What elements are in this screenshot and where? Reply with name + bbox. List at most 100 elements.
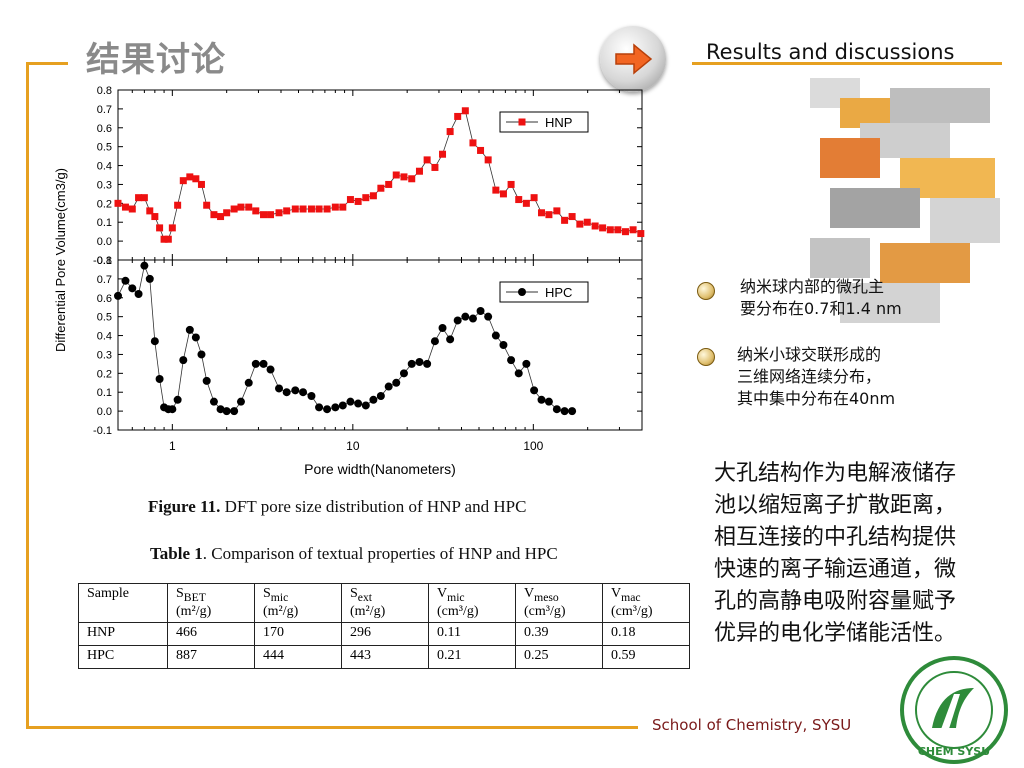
- data-point: [346, 397, 355, 406]
- data-point: [121, 203, 129, 211]
- table-cell: 887: [167, 644, 255, 669]
- figure-caption: Figure 11. DFT pore size distribution of…: [148, 497, 526, 517]
- header-sub: mic: [270, 590, 289, 604]
- header-label: V: [437, 586, 448, 601]
- table-cell: HNP: [78, 621, 168, 646]
- data-point: [561, 216, 569, 224]
- data-point: [392, 171, 400, 179]
- y-tick-label: -0.1: [93, 255, 112, 267]
- y-tick-label: 0.4: [97, 161, 112, 173]
- table-header-row: Sample SBET (m²/g) Smic (m²/g) Sext (m²/g) …: [78, 583, 690, 623]
- data-point: [145, 274, 154, 283]
- plot-frame: [117, 259, 643, 431]
- y-tick-label: 0.7: [97, 104, 112, 116]
- data-point: [369, 395, 378, 404]
- header-cell: Sample: [78, 583, 168, 623]
- data-point: [431, 163, 439, 171]
- table-cell: 0.25: [515, 644, 603, 669]
- y-tick-label: 0.2: [97, 198, 112, 210]
- table-caption-label: Table 1: [150, 544, 203, 563]
- table-cell: 0.11: [428, 621, 516, 646]
- header-sub: mac: [621, 590, 641, 604]
- data-point: [499, 190, 507, 198]
- data-point: [621, 228, 629, 236]
- next-slide-button[interactable]: [600, 26, 666, 92]
- data-point: [251, 359, 260, 368]
- data-point: [323, 205, 331, 213]
- x-tick-label: 1: [169, 439, 176, 453]
- data-point: [283, 207, 291, 215]
- bullet-line: 其中集中分布在40nm: [737, 389, 896, 408]
- data-point: [210, 211, 218, 219]
- data-point: [202, 376, 211, 385]
- data-point: [384, 382, 393, 391]
- header-sub: mic: [447, 590, 465, 604]
- data-point: [168, 224, 176, 232]
- data-point: [423, 359, 432, 368]
- x-tick-label: 10: [346, 439, 360, 453]
- header-cell: Sext (m²/g): [341, 583, 429, 623]
- table-caption-text: . Comparison of textual properties of HN…: [202, 544, 558, 563]
- data-point: [339, 203, 347, 211]
- data-point: [376, 392, 385, 400]
- data-point: [230, 407, 239, 416]
- data-point: [192, 175, 200, 183]
- header-unit: (m²/g): [350, 603, 386, 619]
- data-point: [560, 407, 569, 416]
- header-label: Sample: [87, 586, 129, 601]
- data-point: [423, 156, 431, 164]
- y-tick-label: 0.7: [97, 274, 112, 286]
- school-emblem-icon: CHEM SYSU: [900, 656, 1008, 764]
- data-point: [173, 395, 182, 404]
- legend-box: [499, 111, 589, 133]
- data-point: [400, 173, 408, 181]
- y-tick-label: 0.8: [97, 85, 112, 97]
- header-label: S: [350, 586, 358, 601]
- y-tick-label: -0.1: [93, 425, 112, 437]
- data-point: [507, 356, 516, 365]
- data-point: [537, 395, 546, 404]
- data-point: [291, 386, 300, 395]
- properties-table: Sample SBET (m²/g) Smic (m²/g) Sext (m²/g) …: [78, 583, 690, 669]
- data-point: [160, 235, 168, 243]
- data-point: [150, 337, 159, 346]
- data-point: [282, 388, 291, 397]
- right-arrow-icon: [615, 43, 653, 75]
- header-unit: (m²/g): [176, 603, 212, 619]
- data-point: [361, 401, 370, 410]
- legend-label: HNP: [545, 115, 572, 130]
- header-cell: Vmeso (cm³/g): [515, 583, 603, 623]
- data-point: [237, 203, 245, 211]
- bullet-line: 三维网络连续分布，: [737, 367, 882, 386]
- data-point: [209, 397, 218, 406]
- data-point: [453, 316, 462, 325]
- data-point: [468, 314, 477, 323]
- data-point: [179, 356, 188, 365]
- bullet-line: 纳米小球交联形成的: [737, 345, 882, 364]
- data-point: [174, 201, 182, 209]
- data-point: [553, 207, 561, 215]
- y-tick-label: 0.2: [97, 368, 112, 380]
- data-point: [338, 401, 347, 410]
- data-point: [128, 284, 137, 293]
- data-point: [134, 290, 143, 298]
- data-point: [591, 222, 599, 230]
- header-cell: SBET (m²/g): [167, 583, 255, 623]
- data-point: [291, 205, 299, 213]
- legend-marker: [518, 288, 526, 296]
- pore-distribution-chart: 0.8 0.7 0.6 0.5 0.4 0.3 0.2 0.1 0.0 -0.1 HNP 0.8 0.7…: [53, 85, 645, 477]
- table-row: HPC 887 444 443 0.21 0.25 0.59: [78, 644, 690, 669]
- data-point: [522, 199, 530, 207]
- table-cell: 0.39: [515, 621, 603, 646]
- data-point: [299, 388, 308, 397]
- data-point: [168, 405, 177, 414]
- legend-marker: [518, 118, 526, 126]
- data-point: [629, 226, 637, 234]
- data-point: [552, 405, 561, 414]
- bullet-text-1: 纳米球内部的微孔主 要分布在0.7和1.4 nm: [740, 276, 902, 320]
- data-point: [377, 184, 385, 192]
- data-point: [469, 139, 477, 147]
- frame-top-right: [692, 62, 1002, 65]
- data-point: [346, 196, 354, 204]
- data-point: [614, 226, 622, 234]
